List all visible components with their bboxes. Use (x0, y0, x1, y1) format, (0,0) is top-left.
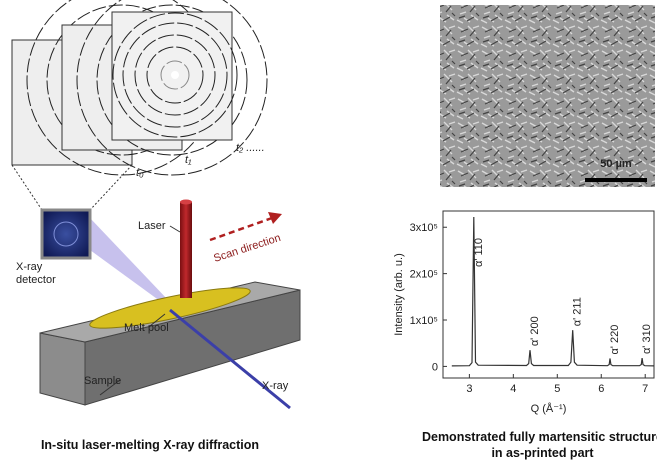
left-caption: In-situ laser-melting X-ray diffraction (0, 437, 300, 453)
scale-bar-label: 50 µm (600, 158, 632, 170)
diffraction-frames (12, 0, 267, 175)
y-tick-label: 2x10⁵ (410, 269, 438, 281)
sample-label: Sample (84, 375, 121, 387)
right-caption: Demonstrated fully martensitic structure… (420, 429, 657, 461)
diffraction-cone (90, 218, 175, 312)
scan-label: Scan direction (212, 232, 282, 265)
frame-label: t₀ (136, 167, 144, 179)
figure-canvas: t₀ t₁ t₂ ...... Laser Scan direction Mel… (0, 0, 657, 461)
y-tick-label: 0 (432, 361, 438, 373)
laser-top (180, 200, 192, 205)
x-tick-label: 6 (598, 383, 604, 395)
peak-label: α' 110 (473, 238, 485, 267)
melt-pool-label: Melt pool (124, 322, 169, 334)
y-tick-label: 1x10⁵ (410, 315, 438, 327)
laser-beam (180, 202, 192, 298)
peak-label: α' 220 (609, 325, 621, 355)
frame-label: t₁ (185, 154, 192, 166)
slab-end (40, 333, 85, 405)
xray-label: X-ray (262, 380, 289, 392)
x-tick-label: 3 (466, 383, 472, 395)
y-tick-label: 3x10⁵ (410, 222, 438, 234)
detector-label: X-ray detector (16, 261, 66, 287)
detector (42, 210, 90, 258)
frame-label: t₂ ...... (236, 142, 265, 154)
y-axis-label: Intensity (arb. u.) (393, 253, 405, 336)
x-tick-label: 5 (554, 383, 560, 395)
figure: t₀ t₁ t₂ ...... Laser Scan direction Mel… (0, 0, 657, 461)
laser-label: Laser (138, 220, 166, 232)
x-tick-label: 4 (510, 383, 516, 395)
xrd-chart: 0 1x10⁵ 2x10⁵ 3x10⁵ 3 4 5 6 7 Q (Å⁻¹) Intensity (a… (393, 211, 654, 415)
x-axis-label: Q (Å⁻¹) (531, 402, 567, 415)
peak-label: α' 211 (572, 297, 584, 326)
peak-label: α' 310 (641, 324, 653, 354)
frame-leaders (12, 165, 132, 210)
x-tick-label: 7 (642, 383, 648, 395)
peak-label: α' 200 (529, 316, 541, 346)
